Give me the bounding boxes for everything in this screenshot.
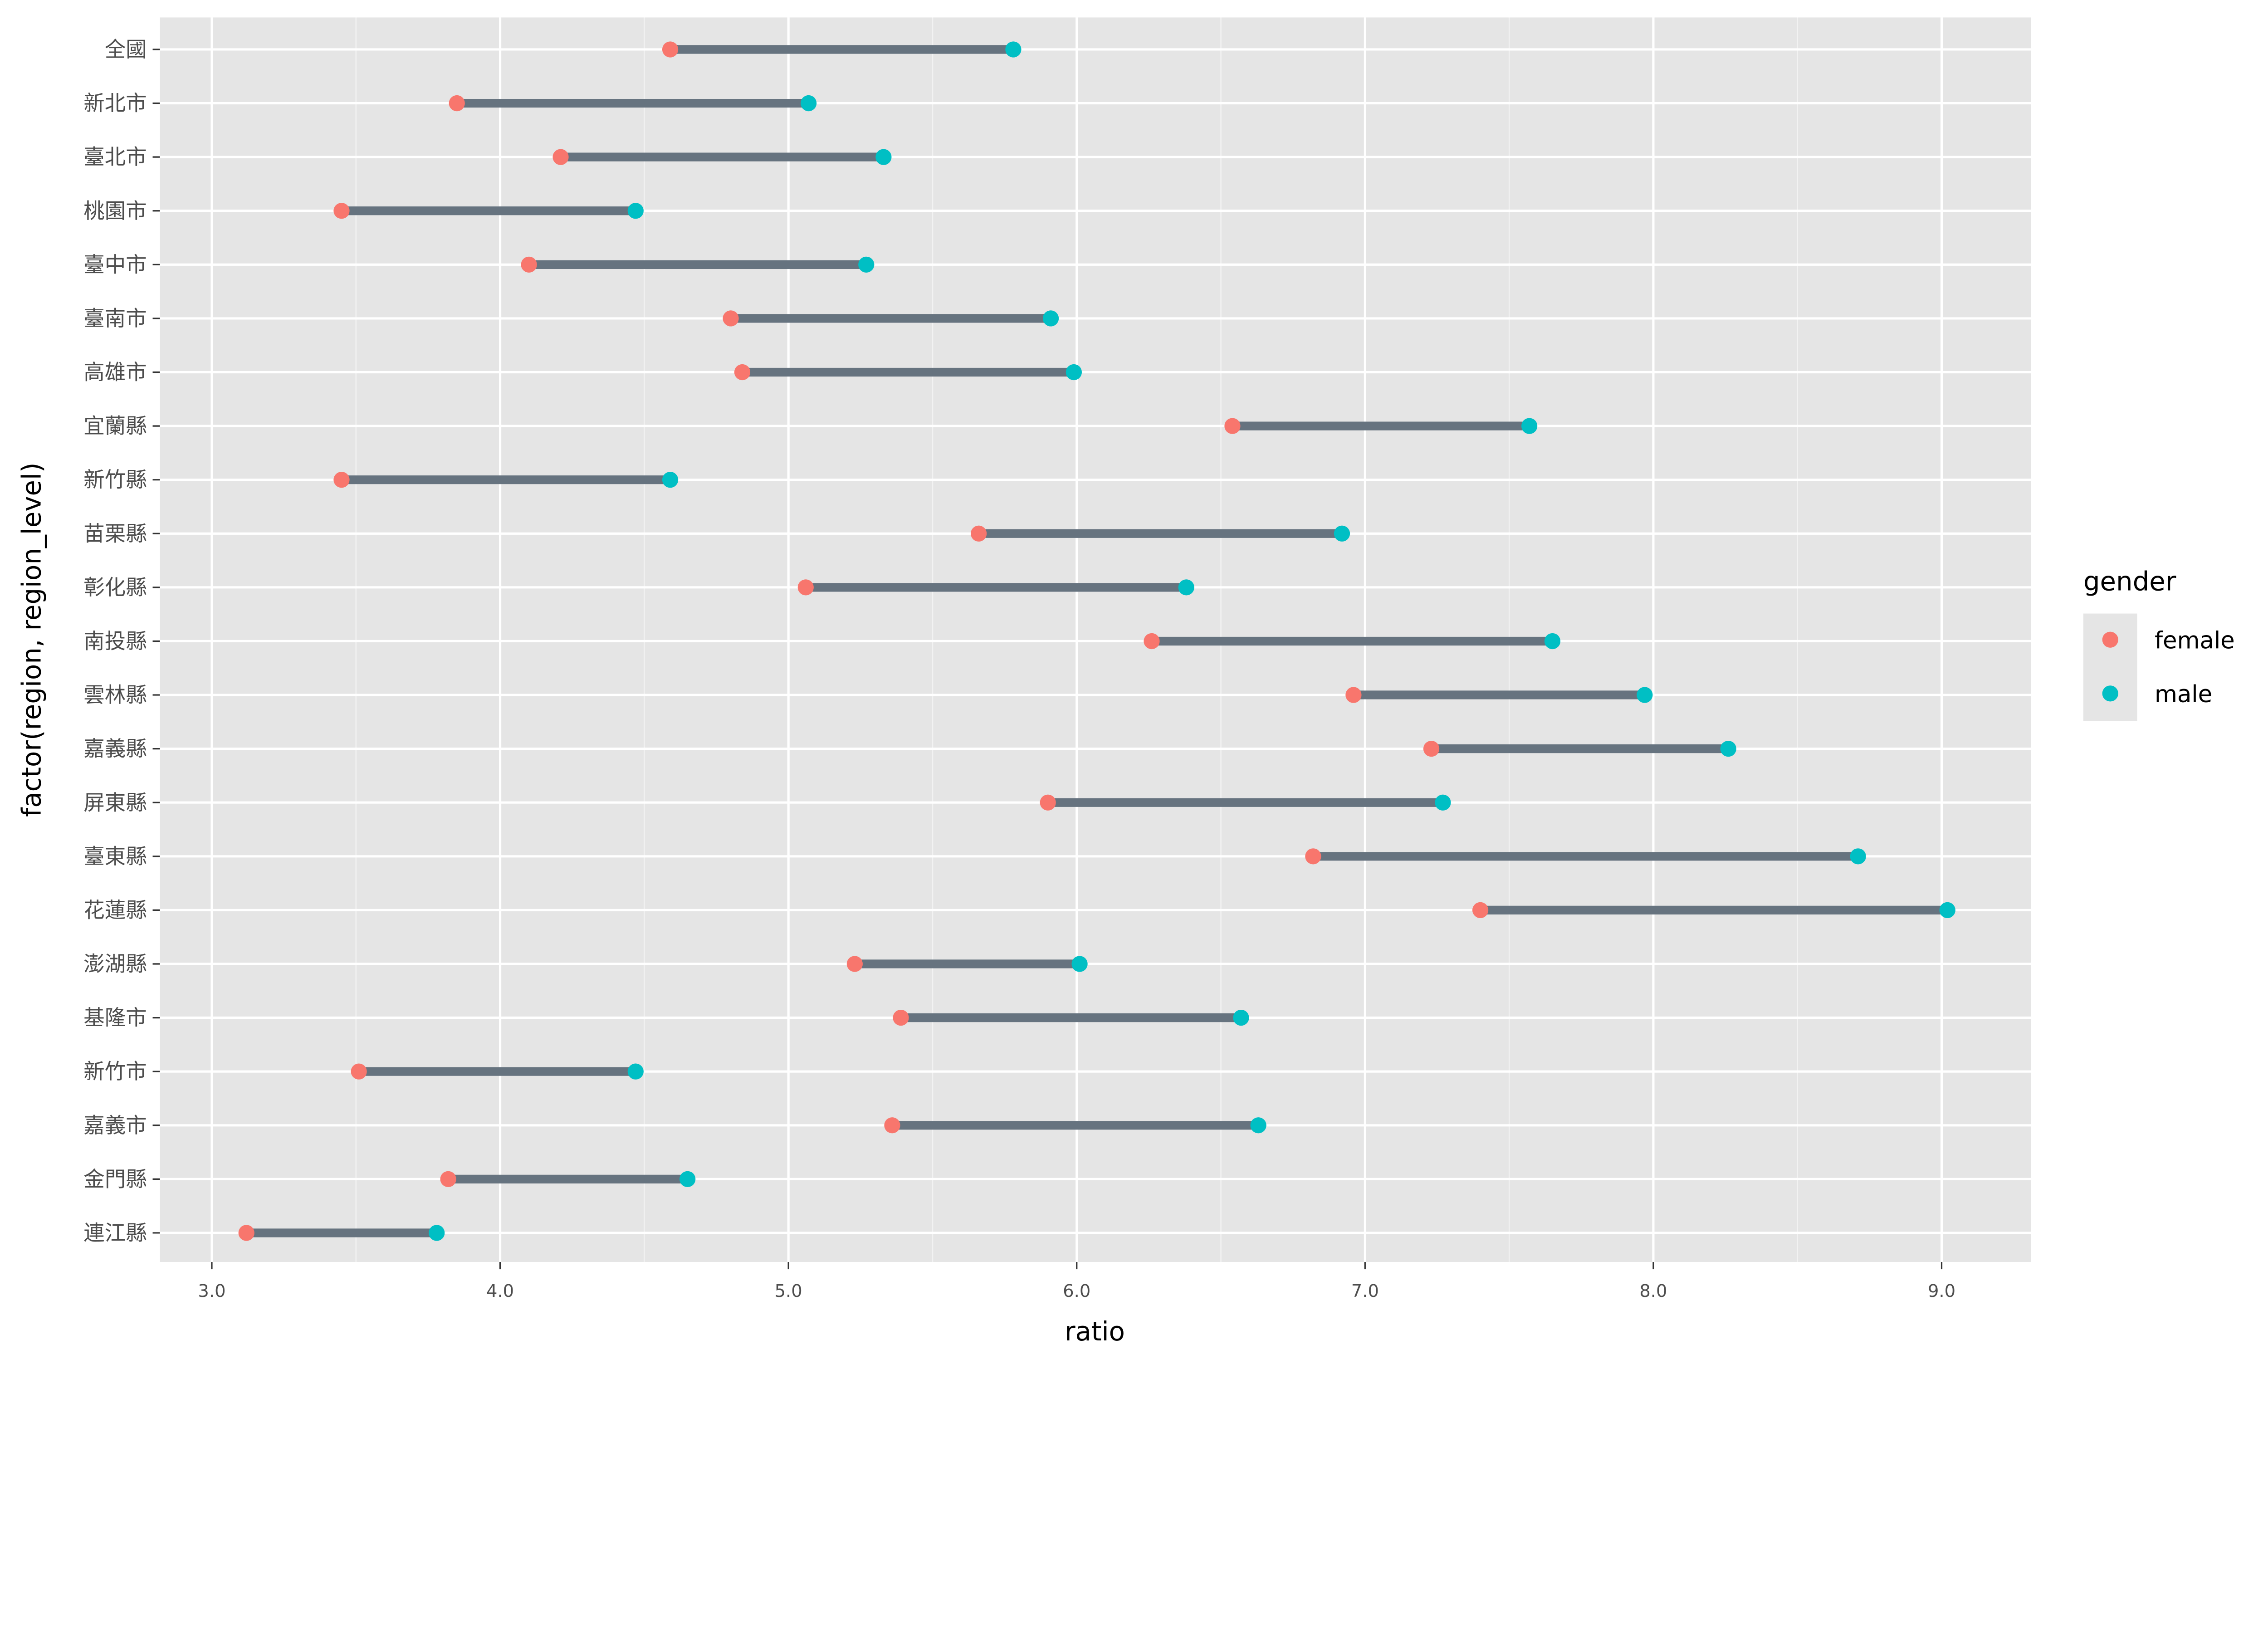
point-female-臺南市	[723, 310, 739, 327]
dumbbell-chart: 3.0 4.0 5.0 6.0 7.0 8.0 9.0 全國新北市臺北市桃園市臺中市臺南市高…	[16, 17, 2235, 1347]
point-female-南投縣	[1144, 633, 1160, 650]
x-axis-title: ratio	[1065, 1316, 1125, 1347]
point-female-連江縣	[238, 1225, 254, 1241]
point-male-高雄市	[1066, 364, 1082, 381]
legend-title: gender	[2083, 566, 2176, 596]
x-tick-label: 5.0	[775, 1281, 802, 1301]
point-female-嘉義縣	[1423, 741, 1440, 757]
point-male-臺中市	[858, 256, 875, 273]
y-tick-label: 花蓮縣	[83, 898, 147, 922]
point-female-彰化縣	[797, 579, 814, 596]
legend-label-female: female	[2155, 627, 2235, 654]
panel-background	[160, 17, 2031, 1262]
x-tick-label: 9.0	[1928, 1281, 1955, 1301]
point-male-金門縣	[679, 1171, 696, 1187]
y-tick-label: 雲林縣	[83, 683, 147, 707]
point-female-高雄市	[734, 364, 751, 381]
legend-key-background	[2083, 613, 2137, 721]
point-female-全國	[662, 41, 679, 58]
segments	[246, 45, 1948, 1237]
y-axis-title: factor(region, region_level)	[16, 462, 47, 817]
point-male-屏東縣	[1435, 794, 1451, 811]
point-male-全國	[1005, 41, 1022, 58]
point-male-嘉義市	[1250, 1117, 1266, 1134]
point-female-新竹市	[351, 1063, 367, 1080]
point-male-基隆市	[1233, 1009, 1249, 1026]
point-female-基隆市	[893, 1009, 909, 1026]
point-male-新竹縣	[662, 472, 679, 488]
point-female-宜蘭縣	[1224, 418, 1241, 434]
y-tick-label: 苗栗縣	[83, 521, 147, 546]
point-female-新竹縣	[333, 472, 350, 488]
point-male-嘉義縣	[1720, 741, 1736, 757]
point-male-彰化縣	[1178, 579, 1194, 596]
point-female-苗栗縣	[971, 525, 987, 542]
point-female-嘉義市	[884, 1117, 900, 1134]
point-male-苗栗縣	[1334, 525, 1350, 542]
point-male-澎湖縣	[1071, 956, 1088, 972]
y-tick-label: 嘉義縣	[83, 737, 147, 761]
point-male-雲林縣	[1637, 687, 1653, 703]
y-tick-label: 臺中市	[83, 252, 147, 277]
point-female-澎湖縣	[846, 956, 863, 972]
point-male-新竹市	[627, 1063, 644, 1080]
y-tick-label: 屏東縣	[83, 790, 147, 815]
legend-key-male	[2102, 685, 2118, 702]
x-tick-label: 8.0	[1639, 1281, 1667, 1301]
y-tick-label: 新竹市	[83, 1059, 147, 1084]
x-axis: 3.0 4.0 5.0 6.0 7.0 8.0 9.0	[198, 1262, 1955, 1301]
point-male-花蓮縣	[1939, 902, 1955, 919]
y-tick-label: 高雄市	[83, 360, 147, 385]
point-female-屏東縣	[1040, 794, 1056, 811]
point-female-新北市	[449, 95, 465, 112]
x-tick-label: 6.0	[1063, 1281, 1090, 1301]
y-tick-label: 南投縣	[83, 629, 147, 653]
point-male-連江縣	[429, 1225, 445, 1241]
point-female-花蓮縣	[1472, 902, 1489, 919]
y-axis: 全國新北市臺北市桃園市臺中市臺南市高雄市宜蘭縣新竹縣苗栗縣彰化縣南投縣雲林縣嘉義…	[83, 37, 160, 1245]
x-tick-label: 7.0	[1351, 1281, 1379, 1301]
y-tick-label: 嘉義市	[83, 1113, 147, 1138]
y-tick-label: 桃園市	[83, 199, 147, 223]
point-male-桃園市	[627, 203, 644, 219]
y-tick-label: 新北市	[83, 91, 147, 116]
y-tick-label: 臺東縣	[83, 844, 147, 869]
point-female-金門縣	[440, 1171, 456, 1187]
y-tick-label: 臺南市	[83, 306, 147, 331]
y-tick-label: 臺北市	[83, 145, 147, 169]
point-female-臺北市	[552, 149, 569, 165]
legend-label-male: male	[2155, 681, 2212, 708]
point-male-臺南市	[1042, 310, 1059, 327]
point-male-臺北市	[875, 149, 892, 165]
point-male-臺東縣	[1850, 848, 1866, 865]
x-tick-label: 4.0	[486, 1281, 514, 1301]
point-female-桃園市	[333, 203, 350, 219]
y-tick-label: 全國	[105, 37, 147, 62]
y-tick-label: 金門縣	[83, 1167, 147, 1191]
y-tick-label: 基隆市	[83, 1006, 147, 1030]
y-tick-label: 彰化縣	[83, 575, 147, 600]
x-tick-label: 3.0	[198, 1281, 225, 1301]
point-male-南投縣	[1544, 633, 1561, 650]
major-gridlines	[160, 17, 2031, 1262]
point-male-宜蘭縣	[1521, 418, 1538, 434]
y-tick-label: 新竹縣	[83, 468, 147, 492]
y-tick-label: 澎湖縣	[83, 952, 147, 976]
point-female-雲林縣	[1345, 687, 1362, 703]
legend-key-female	[2102, 631, 2118, 648]
point-female-臺東縣	[1305, 848, 1321, 865]
point-male-新北市	[801, 95, 817, 112]
point-female-臺中市	[521, 256, 537, 273]
legend: gender female male	[2083, 566, 2235, 721]
y-tick-label: 連江縣	[83, 1221, 147, 1245]
points	[238, 41, 1955, 1241]
y-tick-label: 宜蘭縣	[83, 414, 147, 438]
